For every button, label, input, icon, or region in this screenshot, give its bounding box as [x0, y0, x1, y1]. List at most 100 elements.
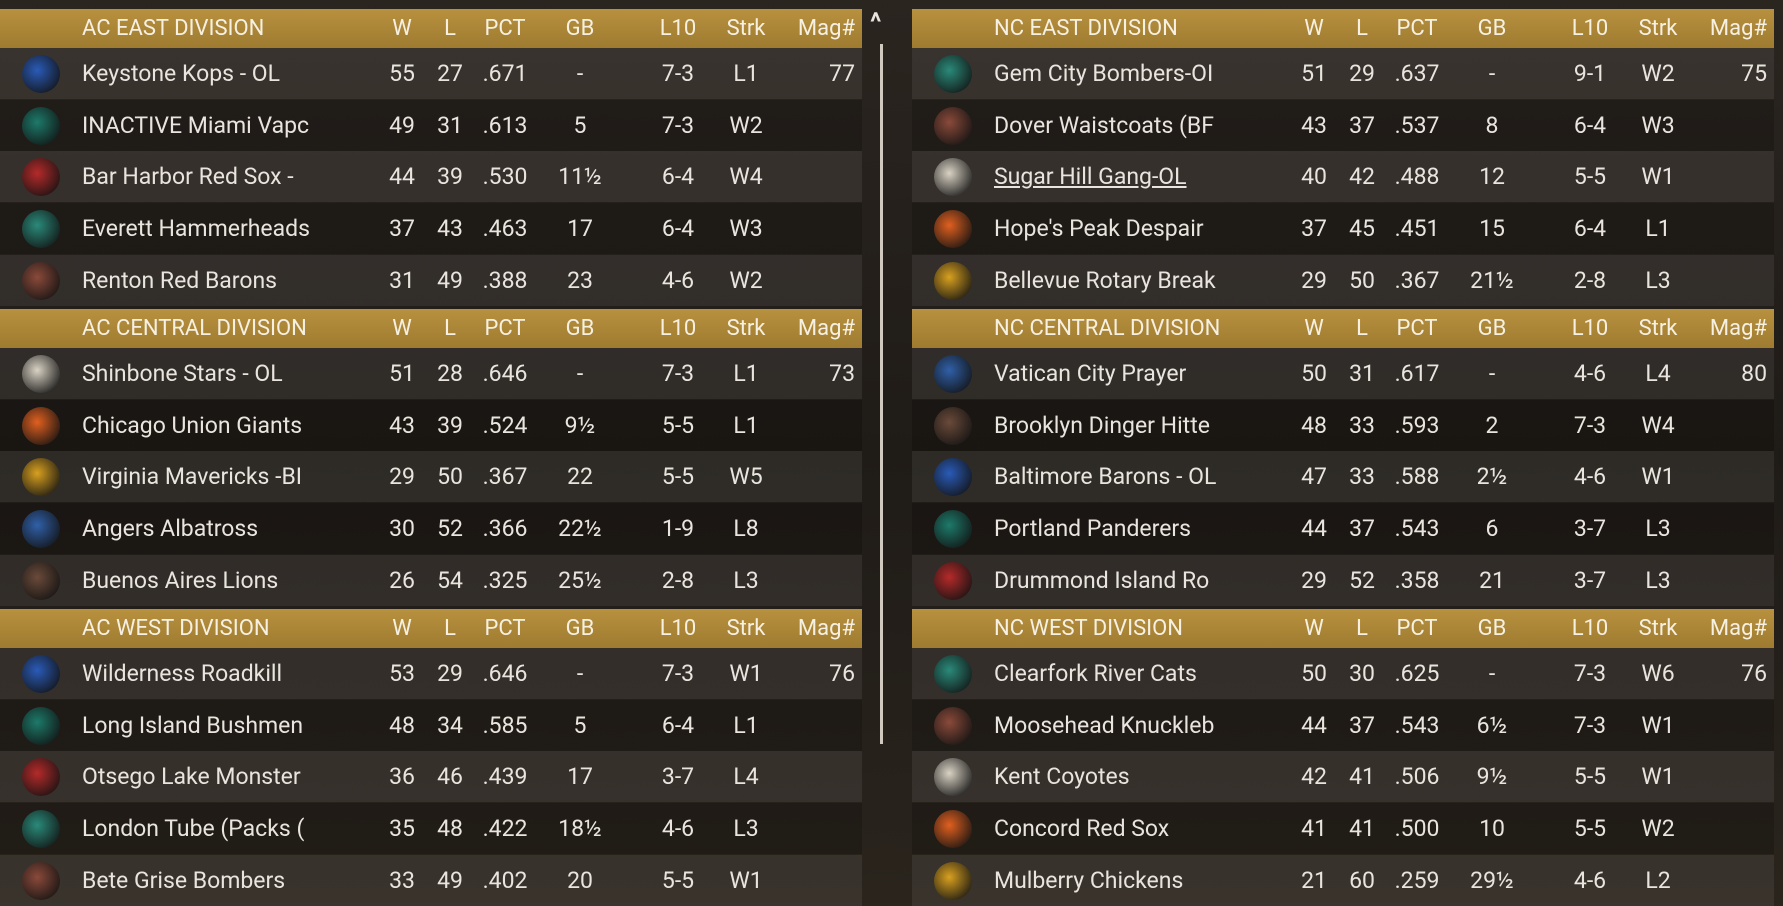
stat-gb: - — [1488, 60, 1496, 87]
column-header: Strk — [726, 16, 766, 41]
stat-l: 43 — [437, 215, 463, 243]
stat-l10: 6-4 — [1573, 111, 1607, 139]
stat-pct: .593 — [1394, 411, 1440, 439]
column-header: PCT — [484, 616, 526, 641]
team-row[interactable]: Everett Hammerheads 37 43 .463 17 6-4 W3 — [0, 203, 862, 255]
team-name: Otsego Lake Monster — [82, 763, 301, 791]
division-name: NC EAST DIVISION — [994, 16, 1178, 41]
team-row[interactable]: Wilderness Roadkill 53 29 .646 - 7-3 W1 76 — [0, 648, 862, 699]
team-row[interactable]: Chicago Union Giants 43 39 .524 9½ 5-5 L1 — [0, 399, 862, 451]
stat-l: 31 — [437, 111, 463, 139]
magic-number: 75 — [1741, 60, 1767, 87]
stat-strk: W4 — [729, 163, 763, 191]
division-name: AC CENTRAL DIVISION — [82, 316, 307, 341]
team-logo — [22, 810, 60, 849]
team-row[interactable]: Sugar Hill Gang-OL 40 42 .488 12 5-5 W1 — [912, 151, 1774, 203]
team-row[interactable]: Virginia Mavericks -BI 29 50 .367 22 5-5 W5 — [0, 451, 862, 503]
stat-strk: L3 — [733, 815, 759, 843]
stat-w: 29 — [1301, 566, 1327, 594]
stat-strk: W2 — [729, 266, 763, 294]
team-row[interactable]: Vatican City Prayer 50 31 .617 - 4-6 L4 80 — [912, 348, 1774, 399]
stat-l10: 4-6 — [661, 266, 695, 294]
stat-w: 40 — [1301, 163, 1327, 191]
team-row[interactable]: Bellevue Rotary Break 29 50 .367 21½ 2-8 L3 — [912, 254, 1774, 306]
team-row[interactable]: Buenos Aires Lions 26 54 .325 25½ 2-8 L3 — [0, 554, 862, 606]
stat-gb: 20 — [567, 866, 593, 894]
team-row[interactable]: Drummond Island Ro 29 52 .358 21 3-7 L3 — [912, 554, 1774, 606]
stat-l: 54 — [437, 566, 463, 594]
column-header: Mag# — [1709, 616, 1767, 641]
team-row[interactable]: Clearfork River Cats 50 30 .625 - 7-3 W6 76 — [912, 648, 1774, 699]
division-header: AC EAST DIVISION W L PCT GB L10 Strk Mag# — [0, 9, 862, 48]
stat-w: 53 — [389, 660, 415, 687]
team-row[interactable]: Kent Coyotes 42 41 .506 9½ 5-5 W1 — [912, 751, 1774, 803]
team-row[interactable]: Portland Panderers 44 37 .543 6 3-7 L3 — [912, 503, 1774, 555]
stat-l: 42 — [1349, 163, 1375, 191]
division-name: NC WEST DIVISION — [994, 616, 1183, 641]
stat-gb: 9½ — [1476, 763, 1508, 791]
team-row[interactable]: Mulberry Chickens 21 60 .259 29½ 4-6 L2 — [912, 854, 1774, 906]
stat-w: 36 — [389, 763, 415, 791]
stat-l10: 9-1 — [1573, 60, 1607, 87]
team-row[interactable]: Gem City Bombers-OI 51 29 .637 - 9-1 W2 75 — [912, 48, 1774, 99]
team-name: Hope's Peak Despair — [994, 215, 1204, 243]
team-row[interactable]: Bete Grise Bombers 33 49 .402 20 5-5 W1 — [0, 854, 862, 906]
stat-gb: - — [576, 360, 584, 387]
team-name: Bellevue Rotary Break — [994, 266, 1216, 294]
team-row[interactable]: Shinbone Stars - OL 51 28 .646 - 7-3 L1 73 — [0, 348, 862, 399]
team-row[interactable]: Hope's Peak Despair 37 45 .451 15 6-4 L1 — [912, 203, 1774, 255]
team-row[interactable]: Renton Red Barons 31 49 .388 23 4-6 W2 — [0, 254, 862, 306]
team-name: Angers Albatross — [82, 515, 259, 543]
stat-l: 39 — [437, 163, 463, 191]
stat-strk: W1 — [1641, 711, 1675, 739]
stat-w: 41 — [1301, 815, 1327, 843]
team-logo — [934, 55, 972, 93]
team-row[interactable]: Long Island Bushmen 48 34 .585 5 6-4 L1 — [0, 699, 862, 751]
stat-l: 48 — [437, 815, 463, 843]
stat-gb: 6½ — [1476, 711, 1508, 739]
team-row[interactable]: Concord Red Sox 41 41 .500 10 5-5 W2 — [912, 803, 1774, 855]
stat-l: 52 — [437, 515, 463, 543]
team-row[interactable]: Angers Albatross 30 52 .366 22½ 1-9 L8 — [0, 503, 862, 555]
team-row[interactable]: Otsego Lake Monster 36 46 .439 17 3-7 L4 — [0, 751, 862, 803]
stat-l: 33 — [1349, 411, 1375, 439]
team-logo — [22, 158, 60, 197]
stat-w: 50 — [1301, 660, 1327, 687]
team-name: Brooklyn Dinger Hitte — [994, 411, 1210, 439]
stat-gb: - — [576, 660, 584, 687]
stat-l: 45 — [1349, 215, 1375, 243]
team-row[interactable]: Bar Harbor Red Sox - 44 39 .530 11½ 6-4 W4 — [0, 151, 862, 203]
scrollbar[interactable] — [880, 44, 883, 744]
stat-l10: 5-5 — [1573, 815, 1607, 843]
stat-l: 27 — [437, 60, 463, 87]
team-name: Gem City Bombers-OI — [994, 60, 1214, 87]
stat-l: 28 — [437, 360, 463, 387]
stat-pct: .625 — [1394, 660, 1440, 687]
team-row[interactable]: London Tube (Packs (35 48 .422 18½ 4-6 L3 — [0, 803, 862, 855]
team-name: Baltimore Barons - OL — [994, 463, 1217, 491]
team-name: Sugar Hill Gang-OL — [994, 163, 1187, 191]
stat-strk: W5 — [729, 463, 763, 491]
scroll-up[interactable]: ^ — [870, 8, 882, 38]
column-header: Mag# — [1709, 316, 1767, 341]
team-row[interactable]: Dover Waistcoats (BF 43 37 .537 8 6-4 W3 — [912, 99, 1774, 151]
stat-w: 43 — [1301, 111, 1327, 139]
stat-w: 55 — [389, 60, 415, 87]
stat-strk: L1 — [733, 711, 759, 739]
stat-gb: 9½ — [564, 411, 596, 439]
stat-l10: 5-5 — [1573, 763, 1607, 791]
team-row[interactable]: Moosehead Knuckleb 44 37 .543 6½ 7-3 W1 — [912, 699, 1774, 751]
team-logo — [22, 406, 60, 445]
team-row[interactable]: Brooklyn Dinger Hitte 48 33 .593 2 7-3 W4 — [912, 399, 1774, 451]
stat-pct: .537 — [1394, 111, 1440, 139]
stat-strk: L1 — [733, 60, 759, 87]
team-name: Mulberry Chickens — [994, 866, 1184, 894]
stat-pct: .530 — [482, 163, 528, 191]
team-row[interactable]: INACTIVE Miami Vapc 49 31 .613 5 7-3 W2 — [0, 99, 862, 151]
magic-number: 77 — [829, 60, 855, 87]
stat-gb: 22½ — [558, 515, 602, 543]
team-row[interactable]: Baltimore Barons - OL 47 33 .588 2½ 4-6 W1 — [912, 451, 1774, 503]
team-row[interactable]: Keystone Kops - OL 55 27 .671 - 7-3 L1 77 — [0, 48, 862, 99]
stat-gb: 2 — [1485, 411, 1499, 439]
magic-number: 76 — [1741, 660, 1767, 687]
